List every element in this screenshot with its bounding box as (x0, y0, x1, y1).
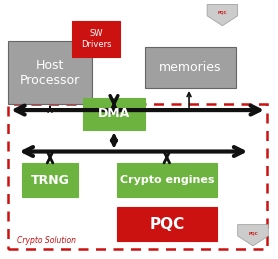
Bar (117, 207, 217, 241)
Bar (117, 163, 217, 197)
Polygon shape (207, 4, 238, 26)
Bar (72, 21, 120, 57)
Text: PQC: PQC (149, 217, 184, 232)
Text: SW
Drivers: SW Drivers (81, 29, 111, 48)
Text: memories: memories (159, 61, 222, 74)
Bar (8, 41, 92, 104)
Text: Host
Processor: Host Processor (20, 59, 80, 87)
Bar (22, 163, 78, 197)
Text: PQC: PQC (218, 11, 227, 15)
Text: PQC: PQC (248, 231, 258, 235)
Bar (83, 98, 145, 130)
Text: Crypto Solution: Crypto Solution (17, 236, 76, 245)
Text: TRNG: TRNG (31, 174, 70, 186)
Text: DMA: DMA (98, 107, 130, 120)
Text: Crypto engines: Crypto engines (120, 175, 214, 185)
Polygon shape (238, 225, 268, 246)
Bar (145, 47, 236, 88)
Bar (8, 104, 267, 249)
